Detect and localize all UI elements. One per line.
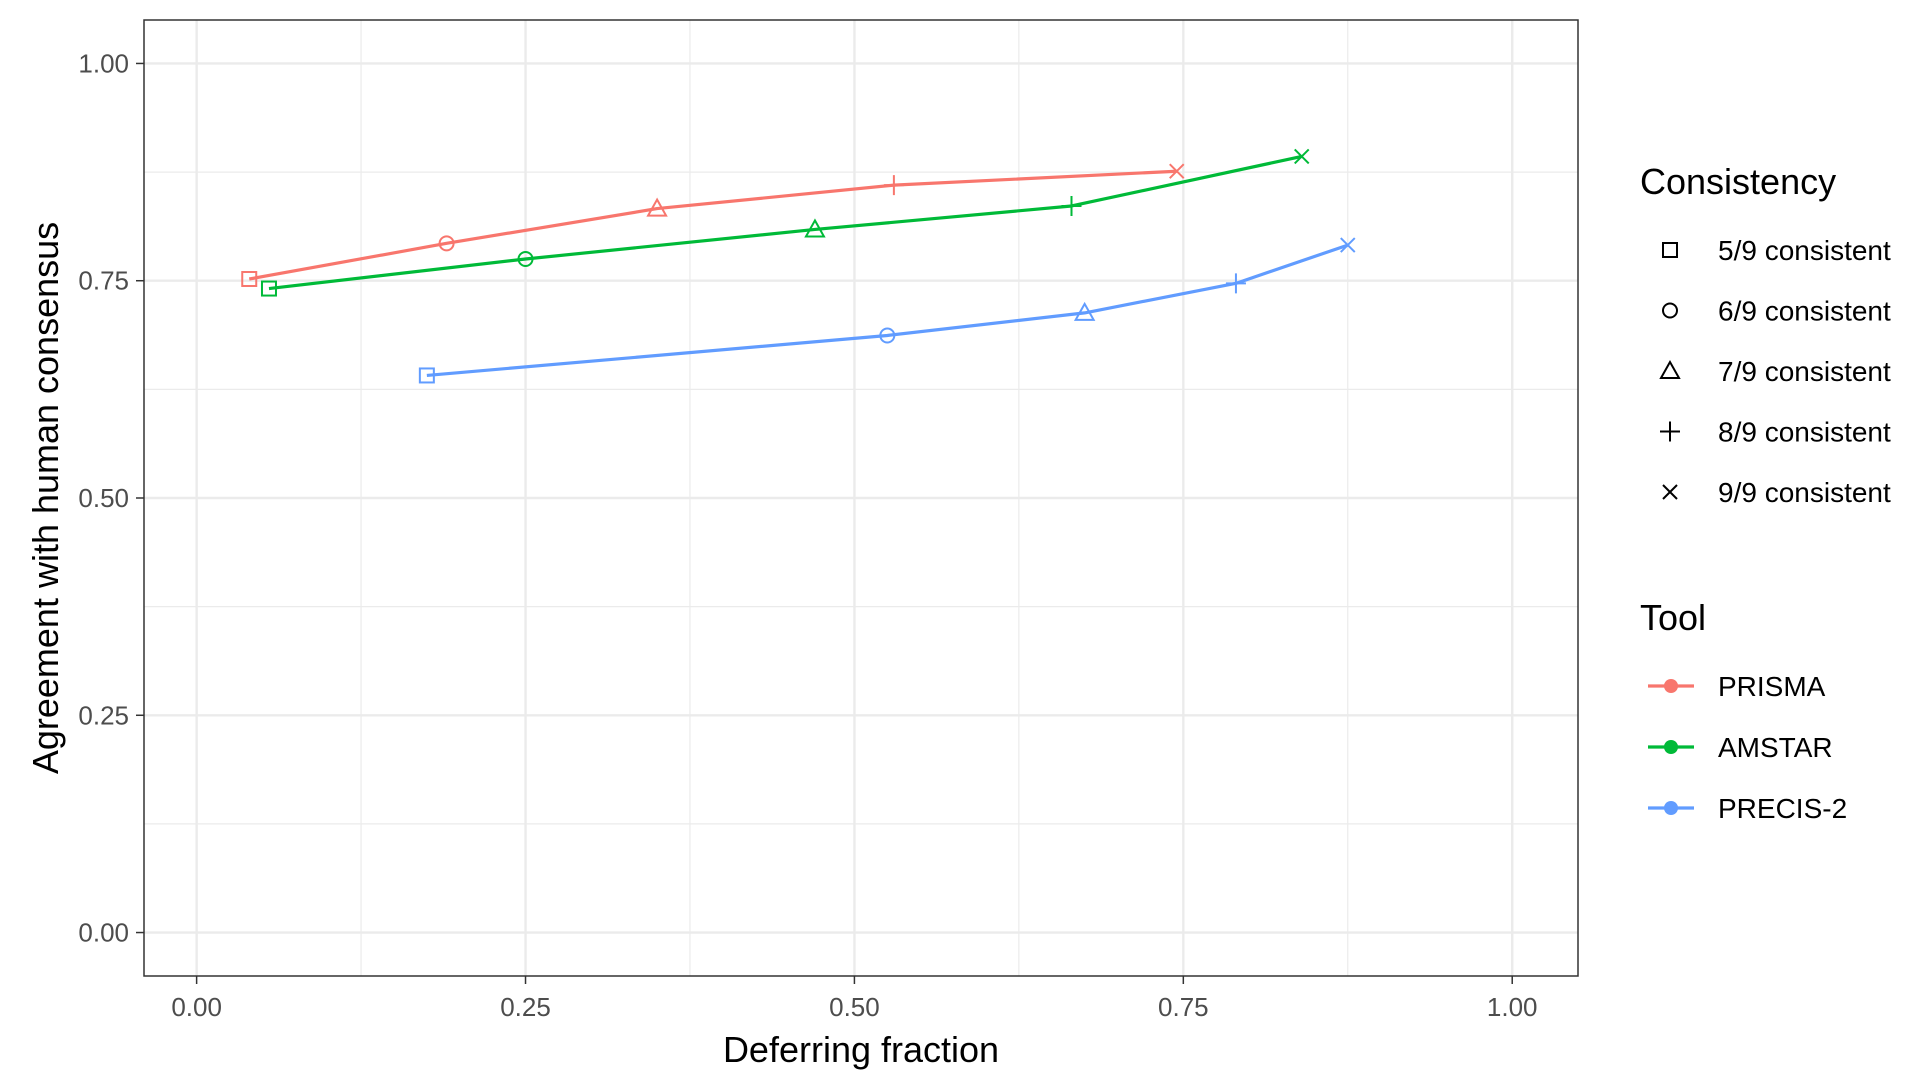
legend-key-cross-icon — [1662, 484, 1678, 500]
legend-key-triangle-icon — [1659, 359, 1681, 379]
data-point-prisma-plus — [883, 175, 904, 196]
legend-entry-precis-2: PRECIS-2 — [1648, 793, 1847, 824]
data-point-prisma-triangle — [646, 197, 668, 217]
series-line-amstar — [268, 154, 1303, 291]
y-tick-label: 0.25 — [78, 700, 129, 730]
series-line-prisma — [248, 169, 1177, 281]
legend-key-dot-icon — [1664, 679, 1678, 693]
series-markers — [241, 148, 1356, 384]
legend-entry-triangle: 7/9 consistent — [1659, 356, 1891, 387]
data-point-precis-2-triangle — [1073, 301, 1096, 321]
legend-entry-label: 9/9 consistent — [1718, 477, 1891, 508]
x-axis-title: Deferring fraction — [723, 1029, 999, 1070]
legend-entry-cross: 9/9 consistent — [1662, 477, 1891, 508]
legend-key-plus-icon — [1660, 421, 1680, 442]
legend-entry-label: PRECIS-2 — [1718, 793, 1847, 824]
data-point-precis-2-circle — [879, 327, 896, 344]
legend-entry-square: 5/9 consistent — [1662, 235, 1891, 266]
data-point-amstar-cross — [1294, 148, 1310, 165]
legend-entry-prisma: PRISMA — [1648, 671, 1826, 702]
legend-entry-label: 7/9 consistent — [1718, 356, 1891, 387]
legend-entry-label: 6/9 consistent — [1718, 296, 1891, 327]
legend-key-circle-icon — [1662, 302, 1678, 319]
data-point-amstar-plus — [1061, 195, 1082, 216]
data-point-prisma-cross — [1169, 163, 1185, 179]
x-tick-label: 0.00 — [171, 992, 222, 1022]
axes: 0.00 0.25 0.50 0.75 1.00 0.00 0.25 0.50 0.75 1.00 — [78, 48, 1537, 1022]
data-point-precis-2-cross — [1340, 237, 1356, 253]
legend-entry-label: 5/9 consistent — [1718, 235, 1891, 266]
series-lines — [248, 154, 1349, 378]
legend-key-square-icon — [1662, 242, 1678, 258]
legend-entry-label: AMSTAR — [1718, 732, 1833, 763]
x-tick-label: 1.00 — [1487, 992, 1538, 1022]
x-tick-label: 0.25 — [500, 992, 551, 1022]
x-tick-label: 0.50 — [829, 992, 880, 1022]
y-tick-label: 0.75 — [78, 266, 129, 296]
series-line-precis-2 — [426, 243, 1349, 378]
x-tick-label: 0.75 — [1158, 992, 1209, 1022]
legend-title-tool: Tool — [1640, 597, 1706, 638]
data-point-precis-2-square — [418, 367, 435, 384]
data-point-amstar-circle — [517, 251, 534, 267]
legend-title-consistency: Consistency — [1640, 161, 1836, 202]
y-tick-label: 0.50 — [78, 483, 129, 513]
legend-key-dot-icon — [1664, 740, 1678, 754]
data-point-amstar-square — [260, 280, 277, 297]
legend-entry-plus: 8/9 consistent — [1660, 417, 1891, 448]
legend-entry-amstar: AMSTAR — [1648, 732, 1833, 763]
legend-entry-label: 8/9 consistent — [1718, 417, 1891, 448]
data-point-precis-2-plus — [1225, 273, 1246, 294]
y-tick-label: 0.00 — [78, 918, 129, 948]
legend-entry-label: PRISMA — [1718, 671, 1826, 702]
y-axis-title: Agreement with human consensus — [25, 222, 66, 774]
data-point-prisma-circle — [438, 235, 455, 252]
data-point-prisma-square — [241, 270, 258, 287]
data-point-amstar-triangle — [804, 218, 826, 238]
legends: Consistency 5/9 consistent 6/9 consistent 7… — [1640, 161, 1891, 824]
grid-lines — [144, 20, 1578, 976]
y-tick-label: 1.00 — [78, 48, 129, 78]
legend-entry-circle: 6/9 consistent — [1662, 296, 1891, 327]
legend-key-dot-icon — [1664, 801, 1678, 815]
